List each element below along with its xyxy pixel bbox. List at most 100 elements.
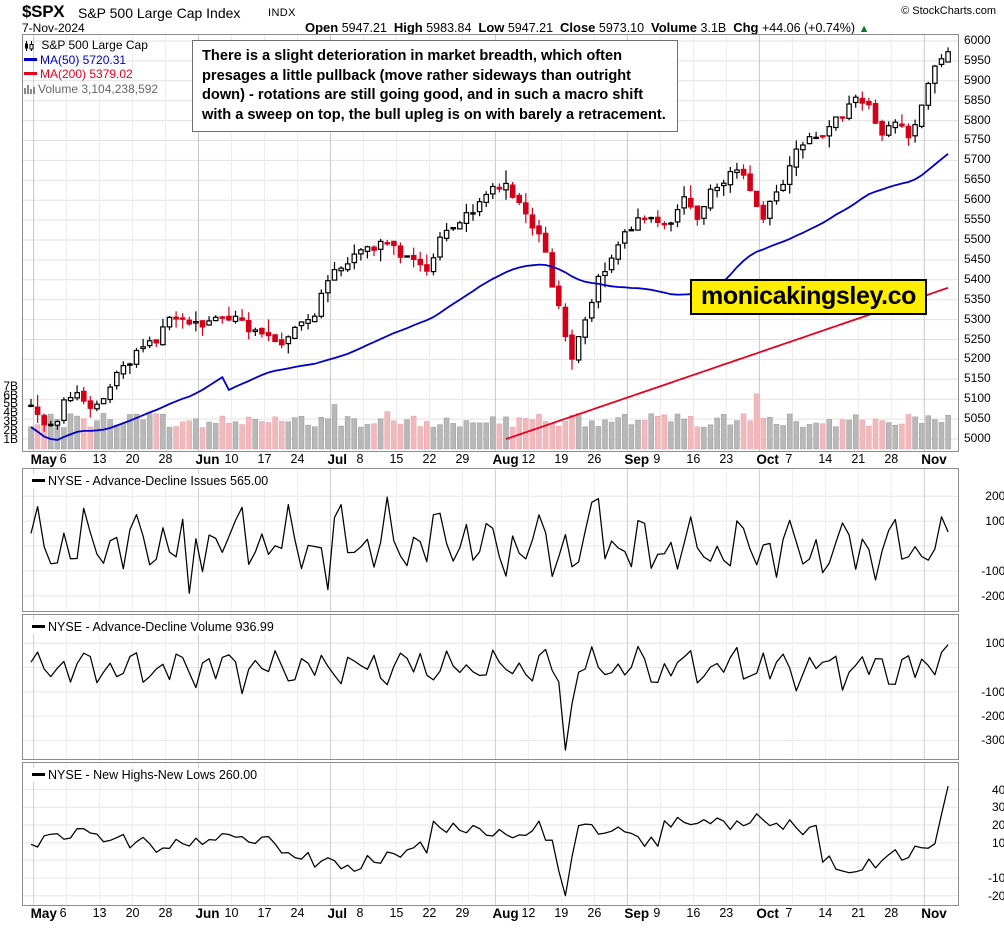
price-y-tick: 5300	[964, 311, 991, 326]
volume-bars-icon	[24, 84, 35, 95]
x-axis-tick: 23	[719, 452, 734, 466]
x-axis-tick: 13	[92, 906, 107, 920]
x-axis-tick: 12	[521, 452, 536, 466]
legend-series-name: S&P 500 Large Cap	[41, 38, 148, 52]
symbol-name: S&P 500 Large Cap Index	[78, 5, 241, 21]
x-axis-tick: 8	[356, 452, 364, 466]
x-axis-tick: 12	[521, 906, 536, 920]
indicator-y-tick: -2000	[981, 588, 1004, 603]
price-y-tick: 5100	[964, 391, 991, 406]
price-y-tick: 5600	[964, 192, 991, 207]
indicator-y-tick: -1000	[981, 684, 1004, 699]
high-value: 5983.84	[426, 21, 472, 35]
advance-decline-issues-title: NYSE - Advance-Decline Issues 565.00	[30, 474, 271, 488]
legend-ma50-label: MA(50) 5720.31	[40, 52, 127, 67]
advance-decline-issues-panel[interactable]	[22, 468, 959, 612]
legend-volume-row: Volume 3,104,238,592	[24, 82, 158, 97]
indicator-y-tick: 1000	[985, 636, 1004, 651]
x-axis-tick: 9	[653, 452, 661, 466]
chart-annotation-textbox: There is a slight deterioration in marke…	[192, 40, 678, 133]
x-axis-tick: 24	[290, 906, 305, 920]
price-y-tick: 5250	[964, 331, 991, 346]
x-axis-tick: Jun	[195, 452, 220, 467]
volume-y-tick: 4B	[3, 405, 18, 420]
change-up-arrow-icon: ▲	[858, 23, 870, 35]
indicator-y-tick: 400	[991, 782, 1004, 797]
x-axis-tick: Sep	[624, 452, 650, 467]
price-y-tick: 5350	[964, 291, 991, 306]
legend-ma200-label: MA(200) 5379.02	[40, 67, 133, 81]
x-axis-tick: 22	[422, 452, 437, 466]
x-axis-tick: 29	[455, 452, 470, 466]
x-axis-tick: 19	[554, 906, 569, 920]
volume-y-tick: 5B	[3, 396, 18, 411]
open-label: Open	[305, 20, 339, 35]
new-highs-new-lows-panel[interactable]	[22, 762, 959, 906]
new-highs-new-lows-title: NYSE - New Highs-New Lows 260.00	[30, 768, 260, 782]
symbol-ticker: $SPX	[22, 2, 65, 21]
x-axis-tick: Jul	[327, 906, 348, 921]
x-axis-tick: 28	[884, 452, 899, 466]
volume-y-tick: 3B	[3, 414, 18, 429]
advance-decline-volume-plot[interactable]	[23, 615, 958, 759]
advance-decline-volume-title-text: NYSE - Advance-Decline Volume 936.99	[48, 620, 274, 634]
x-axis-tick: May	[30, 452, 57, 467]
x-axis-tick: Oct	[756, 452, 779, 467]
price-y-tick: 5050	[964, 411, 991, 426]
chg-value: +44.06 (+0.74%)	[761, 21, 856, 35]
x-axis-tick: 20	[125, 452, 140, 466]
volume-value: 3.1B	[700, 21, 727, 35]
x-axis-tick: 17	[257, 452, 272, 466]
legend-series-row: S&P 500 Large Cap	[24, 38, 158, 53]
indicator-y-tick: 0	[964, 539, 1004, 553]
legend-ma50-row: MA(50) 5720.31	[24, 53, 158, 68]
price-y-tick: 5900	[964, 72, 991, 87]
indicator-y-tick: 1000	[985, 514, 1004, 529]
price-y-tick: 5800	[964, 112, 991, 127]
x-axis-tick: Nov	[921, 452, 947, 467]
x-axis-tick: 28	[158, 906, 173, 920]
series-swatch-icon	[32, 625, 45, 629]
chart-date: 7-Nov-2024	[22, 21, 85, 35]
x-axis-tick: May	[30, 906, 57, 921]
x-axis-tick: 14	[818, 452, 833, 466]
ohlc-quote-bar: Open 5947.21 High 5983.84 Low 5947.21 Cl…	[305, 20, 869, 35]
ma200-swatch-icon	[24, 72, 37, 76]
stockcharts-credit: © StockCharts.com	[901, 5, 996, 17]
x-axis-tick: 26	[587, 906, 602, 920]
advance-decline-volume-panel[interactable]	[22, 614, 959, 760]
volume-y-tick: 7B	[3, 378, 18, 393]
x-axis-tick: 28	[158, 452, 173, 466]
x-axis-tick: 21	[851, 906, 866, 920]
new-highs-new-lows-plot[interactable]	[23, 763, 958, 905]
series-swatch-icon	[32, 479, 45, 483]
x-axis-tick: Jun	[195, 906, 220, 921]
x-axis-tick: 8	[356, 906, 364, 920]
x-axis-tick: 20	[125, 906, 140, 920]
x-axis-tick: Jul	[327, 452, 348, 467]
x-axis-tick: 29	[455, 906, 470, 920]
indicator-y-tick: 0	[964, 660, 1004, 674]
indicator-y-tick: -100	[987, 871, 1004, 885]
legend-ma200-row: MA(200) 5379.02	[24, 67, 158, 82]
x-axis-tick: 17	[257, 906, 272, 920]
x-axis-tick: 23	[719, 906, 734, 920]
close-label: Close	[560, 20, 596, 35]
x-axis-tick: 28	[884, 906, 899, 920]
volume-y-tick: 1B	[3, 432, 18, 447]
advance-decline-issues-plot[interactable]	[23, 469, 958, 611]
x-axis-tick: 24	[290, 452, 305, 466]
low-label: Low	[478, 20, 505, 35]
high-label: High	[393, 20, 423, 35]
price-y-tick: 6000	[964, 32, 991, 47]
open-value: 5947.21	[341, 21, 387, 35]
x-axis-tick: 19	[554, 452, 569, 466]
price-y-tick: 5500	[964, 232, 991, 246]
price-legend: S&P 500 Large Cap MA(50) 5720.31 MA(200)…	[24, 38, 158, 96]
price-panel[interactable]	[22, 34, 959, 452]
x-axis-tick: 16	[686, 452, 701, 466]
indicator-y-tick: -3000	[981, 733, 1004, 748]
low-value: 5947.21	[507, 21, 554, 35]
x-axis-tick: 6	[59, 452, 67, 466]
